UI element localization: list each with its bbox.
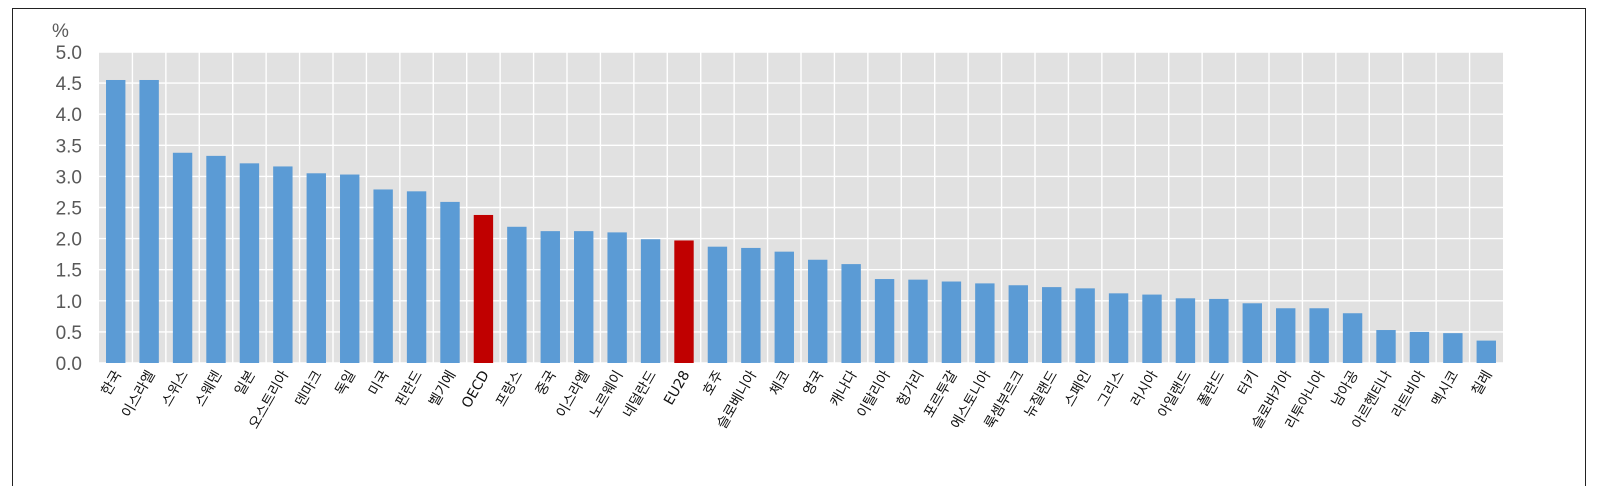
x-tick-label: 남아공 <box>1329 368 1362 410</box>
y-axis-tick-labels: 0.0 0.5 1.0 1.5 2.0 2.5 3.0 3.5 4.0 4.5 5.0 <box>56 43 82 375</box>
x-tick-label: EU28 <box>661 368 693 408</box>
x-tick-label: 핀란드 <box>393 368 426 410</box>
bar <box>774 251 794 363</box>
y-tick-label: 4.0 <box>56 105 82 126</box>
y-tick-label: 3.0 <box>56 167 82 188</box>
bar <box>1309 308 1329 363</box>
x-tick-label: 체코 <box>767 368 794 398</box>
bar <box>1175 298 1196 363</box>
bar <box>106 79 126 364</box>
x-tick-label: 중국 <box>533 368 560 398</box>
x-tick-label: 덴마크 <box>293 368 326 410</box>
bar <box>373 189 393 363</box>
bars <box>106 79 1496 364</box>
x-tick-label: 터키 <box>1235 368 1262 398</box>
x-tick-label: 라트비아 <box>1389 368 1429 421</box>
y-axis-unit-label: % <box>52 21 69 42</box>
y-tick-label: 0.5 <box>56 323 82 344</box>
bar <box>1209 298 1229 363</box>
bar <box>640 239 661 363</box>
bar <box>1409 331 1430 363</box>
bar <box>1042 287 1062 363</box>
x-tick-label: 한국 <box>98 368 125 398</box>
x-tick-label: 아일랜드 <box>1155 368 1195 421</box>
x-tick-label: 멕시코 <box>1429 368 1462 410</box>
y-tick-label: 0.0 <box>56 354 82 375</box>
x-tick-label: 이탈리아 <box>854 368 894 421</box>
x-tick-label: 독일 <box>332 368 359 398</box>
bar <box>908 279 928 363</box>
bar <box>239 163 260 363</box>
bar <box>172 152 193 363</box>
x-tick-label: 뉴질랜드 <box>1022 368 1062 421</box>
bar <box>273 166 293 363</box>
bar <box>707 246 728 363</box>
bar <box>473 214 494 363</box>
y-tick-label: 5.0 <box>56 43 82 64</box>
bar <box>1276 308 1296 363</box>
bar <box>406 191 427 363</box>
x-tick-label: 스페인 <box>1061 368 1094 409</box>
bar <box>1342 313 1363 363</box>
bar <box>440 201 460 363</box>
bar <box>206 155 226 363</box>
y-tick-label: 2.0 <box>56 230 82 251</box>
x-tick-label: 벨기에 <box>426 368 459 409</box>
bar <box>874 279 895 363</box>
x-tick-label: 네덜란드 <box>620 368 660 421</box>
x-tick-label: 헝가리 <box>894 368 927 409</box>
bar <box>1476 340 1496 363</box>
bar <box>1376 330 1396 363</box>
bar <box>741 247 761 363</box>
x-tick-label: 스웨덴 <box>192 368 225 409</box>
bar <box>841 264 861 363</box>
x-tick-label: 영국 <box>800 368 827 398</box>
bar <box>1242 303 1262 363</box>
bar <box>574 231 594 363</box>
bar <box>139 79 159 364</box>
bar <box>1008 285 1028 363</box>
y-tick-label: 1.0 <box>56 292 82 313</box>
y-tick-label: 4.5 <box>56 74 82 95</box>
x-tick-label: OECD <box>459 368 493 411</box>
bar <box>1075 288 1095 363</box>
x-tick-label: 캐나다 <box>827 368 860 410</box>
bar <box>540 231 560 363</box>
y-tick-label: 3.5 <box>56 136 82 157</box>
bar <box>941 281 962 363</box>
bar <box>306 173 326 363</box>
bar <box>507 226 527 363</box>
x-tick-label: 폴란드 <box>1195 368 1228 410</box>
x-tick-label: 미국 <box>366 368 393 398</box>
x-tick-label: 스위스 <box>159 368 192 410</box>
x-tick-label: 그리스 <box>1095 368 1128 410</box>
x-tick-label: 호주 <box>700 368 727 398</box>
x-tick-label: 일본 <box>232 368 259 398</box>
bar <box>1142 294 1162 363</box>
bar <box>607 232 627 363</box>
bar <box>674 240 694 363</box>
bar <box>1108 293 1129 363</box>
y-tick-label: 2.5 <box>56 199 82 220</box>
y-tick-label: 1.5 <box>56 261 82 282</box>
bar <box>340 174 360 363</box>
bar <box>1443 333 1463 363</box>
x-tick-label: 칠레 <box>1469 368 1496 398</box>
x-tick-label: 프랑스 <box>493 368 526 410</box>
gridlines <box>99 51 1503 364</box>
bar <box>808 259 828 363</box>
x-tick-label: 러시아 <box>1128 368 1161 410</box>
bar <box>975 283 995 363</box>
chart-frame <box>12 8 1586 486</box>
